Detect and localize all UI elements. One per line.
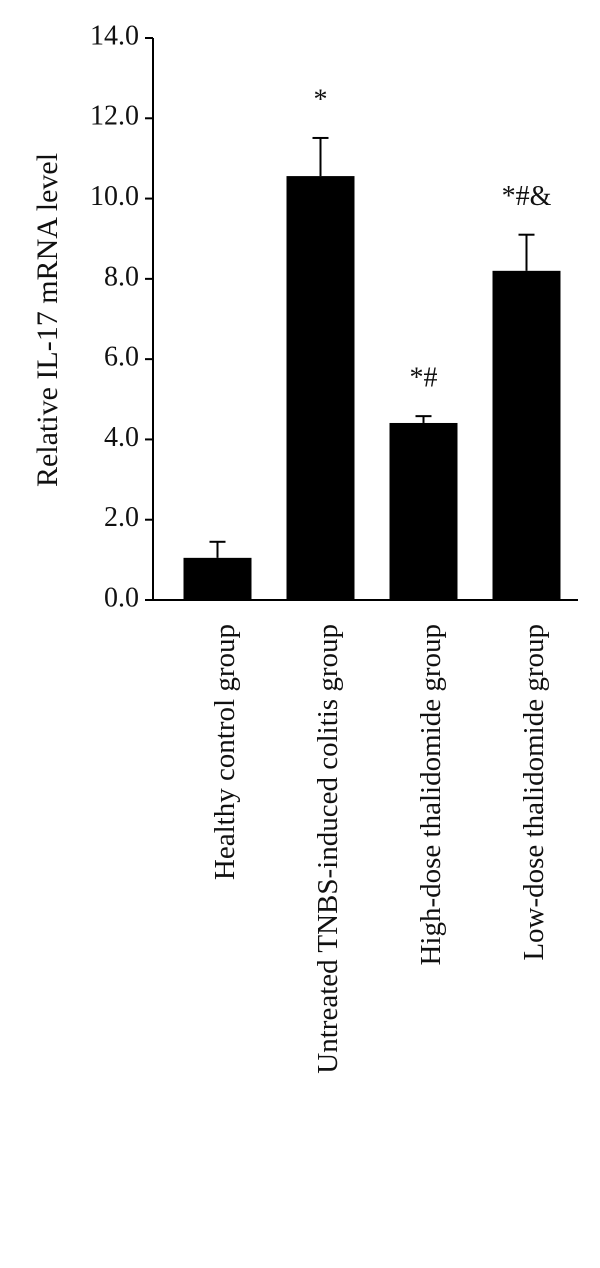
- significance-label: *: [314, 84, 328, 115]
- x-tick-label: Untreated TNBS-induced colitis group: [312, 624, 344, 1074]
- y-tick-label: 6.0: [104, 342, 139, 373]
- bar: [286, 176, 355, 600]
- bar: [183, 557, 252, 600]
- error-bar: [518, 233, 535, 271]
- error-bar: [415, 415, 432, 423]
- y-tick-label: 10.0: [90, 181, 139, 212]
- x-tick-label: High-dose thalidomide group: [415, 624, 447, 966]
- significance-label: *#: [410, 363, 438, 394]
- y-axis-label: Relative IL-17 mRNA level: [31, 153, 64, 487]
- x-tick-label: Low-dose thalidomide group: [518, 624, 550, 961]
- bar: [389, 422, 458, 600]
- y-tick-label: 4.0: [104, 422, 139, 453]
- y-tick-label: 12.0: [90, 101, 139, 132]
- bar: [492, 270, 561, 600]
- error-bar: [209, 540, 226, 558]
- error-bar: [312, 136, 329, 177]
- y-tick-label: 0.0: [104, 582, 139, 613]
- significance-label: *#&: [502, 181, 552, 212]
- y-tick-label: 14.0: [90, 20, 139, 51]
- x-tick-label: Healthy control group: [209, 624, 241, 880]
- y-tick-label: 8.0: [104, 261, 139, 292]
- y-tick-label: 2.0: [104, 502, 139, 533]
